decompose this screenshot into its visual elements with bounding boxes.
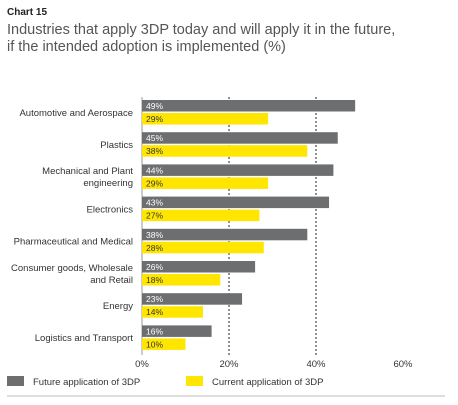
category-label: Automotive and Aerospace xyxy=(19,108,133,119)
legend-swatch-future xyxy=(7,376,24,386)
category-label: Mechanical and Plant xyxy=(42,166,133,177)
category-label: Pharmaceutical and Medical xyxy=(14,237,133,248)
current-bar xyxy=(142,177,269,189)
category-label: Plastics xyxy=(100,140,133,151)
future-bar xyxy=(142,196,330,209)
legend-label-future: Future application of 3DP xyxy=(33,377,140,388)
data-label: 38% xyxy=(146,146,163,156)
current-bar xyxy=(142,113,269,125)
x-tick-label: 20% xyxy=(219,359,239,370)
data-label: 10% xyxy=(146,339,163,349)
data-label: 43% xyxy=(146,198,163,208)
data-label: 44% xyxy=(146,165,163,175)
legend-swatch-current xyxy=(186,376,203,386)
category-label: Electronics xyxy=(87,204,134,215)
chart-title-line-1: Industries that apply 3DP today and will… xyxy=(7,22,396,38)
data-label: 45% xyxy=(146,133,163,143)
future-bar xyxy=(142,164,334,176)
future-bar xyxy=(142,132,338,144)
data-label: 29% xyxy=(146,114,163,124)
future-bar xyxy=(142,261,256,273)
data-label: 49% xyxy=(146,101,163,111)
data-label: 18% xyxy=(146,275,163,285)
category-label: engineering xyxy=(83,178,133,189)
future-bar xyxy=(142,228,308,241)
x-tick-label: 60% xyxy=(393,359,413,370)
category-label: Energy xyxy=(103,301,133,312)
legend-label-current: Current application of 3DP xyxy=(212,377,323,388)
chart-title: Industries that apply 3DP today and will… xyxy=(7,22,447,56)
future-bar xyxy=(142,325,212,337)
category-label: Logistics and Transport xyxy=(35,333,134,344)
x-tick-label: 0% xyxy=(135,359,149,370)
data-label: 28% xyxy=(146,243,163,253)
future-bar xyxy=(142,293,243,305)
future-bar xyxy=(142,100,356,112)
current-bar xyxy=(142,241,264,254)
chart-title-line-2: if the intended adoption is implemented … xyxy=(7,39,286,55)
chart-number: Chart 15 xyxy=(7,7,48,18)
category-label: and Retail xyxy=(90,275,133,286)
data-label: 16% xyxy=(146,326,163,336)
x-tick-label: 40% xyxy=(306,359,326,370)
data-label: 29% xyxy=(146,178,163,188)
data-label: 14% xyxy=(146,307,163,317)
current-bar xyxy=(142,209,260,222)
current-bar xyxy=(142,145,308,157)
current-bar xyxy=(142,274,221,286)
data-label: 26% xyxy=(146,262,163,272)
current-bar xyxy=(142,338,186,350)
category-label: Consumer goods, Wholesale xyxy=(11,263,133,274)
data-label: 23% xyxy=(146,294,163,304)
data-label: 27% xyxy=(146,211,163,221)
data-label: 38% xyxy=(146,230,163,240)
current-bar xyxy=(142,306,203,318)
